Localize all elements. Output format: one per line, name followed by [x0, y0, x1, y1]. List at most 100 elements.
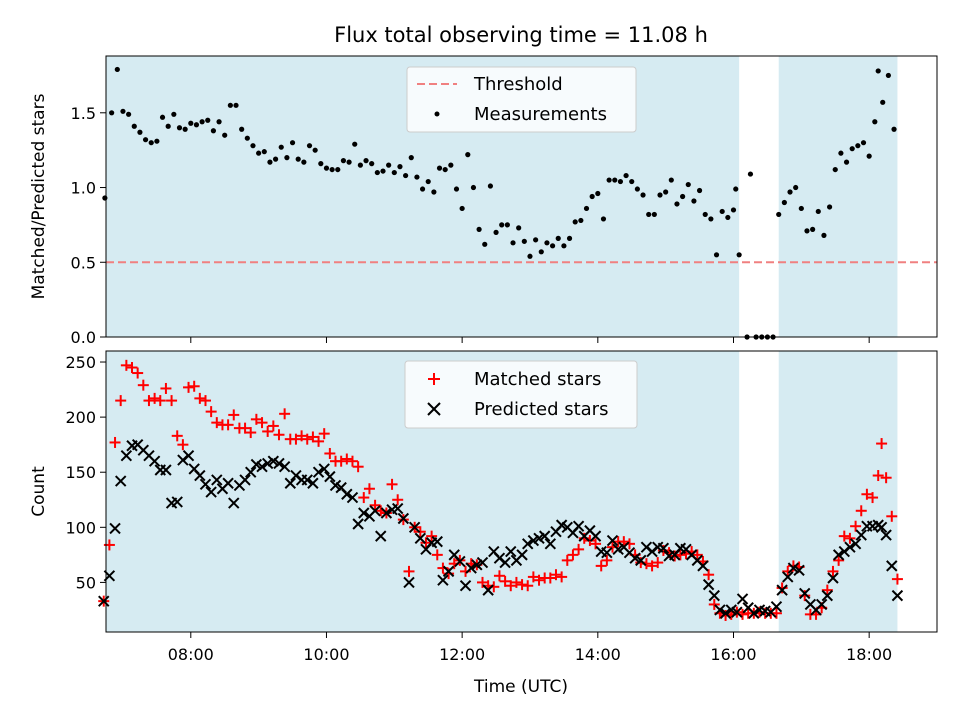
measurement-point	[239, 126, 245, 132]
matched-star-point	[652, 557, 664, 569]
measurement-point	[210, 128, 217, 134]
measurement-point	[521, 238, 527, 244]
predicted-star-point	[589, 530, 602, 542]
measurement-point	[318, 161, 324, 167]
measurement-point	[278, 144, 284, 150]
matched-star-point	[601, 554, 613, 566]
ratio-x-ticks	[190, 337, 870, 343]
matched-star-point	[708, 598, 720, 610]
measurement-point	[781, 199, 787, 206]
predicted-star-point	[476, 556, 489, 569]
measurement-point	[442, 166, 448, 173]
predicted-star-point	[109, 522, 121, 535]
matched-star-point	[194, 392, 206, 404]
predicted-star-point	[318, 463, 330, 475]
predicted-star-point	[827, 572, 839, 584]
matched-star-point	[443, 568, 455, 580]
measurement-point	[776, 211, 782, 218]
measurement-point	[120, 108, 126, 114]
measurement-point	[538, 249, 544, 255]
predicted-star-point	[799, 587, 811, 600]
measurement-point	[102, 195, 108, 201]
predicted-star-point	[855, 529, 867, 541]
measurement-point	[289, 140, 296, 146]
matched-star-point	[279, 408, 291, 420]
measurement-point	[583, 205, 590, 212]
measurement-point	[363, 158, 369, 164]
predicted-star-point	[171, 496, 183, 508]
matched-star-point	[115, 395, 127, 407]
predicted-star-point	[708, 589, 720, 602]
measurement-point	[205, 117, 211, 123]
predicted-star-point	[431, 535, 443, 548]
matched-star-point	[787, 560, 799, 572]
matched-star-point	[392, 494, 404, 506]
matched-star-point	[324, 447, 336, 459]
measurement-point	[875, 68, 881, 74]
predicted-star-point	[352, 518, 364, 530]
predicted-star-point	[114, 475, 127, 487]
measurement-point	[154, 138, 160, 144]
matched-star-point	[544, 572, 556, 584]
measurement-point	[516, 225, 522, 231]
predicted-star-point	[397, 512, 410, 525]
measurement-point	[142, 137, 149, 143]
predicted-star-point	[844, 541, 856, 553]
measurement-point	[329, 166, 335, 173]
matched-star-point	[352, 461, 364, 473]
matched-star-point	[855, 505, 867, 517]
predicted-star-point	[849, 538, 862, 550]
measurement-point	[843, 159, 850, 165]
measurement-point	[821, 232, 827, 238]
measurement-point	[544, 240, 550, 246]
count-y-axis: 50 100 150 200 250	[65, 353, 106, 592]
predicted-star-point	[278, 460, 291, 473]
predicted-star-point	[635, 554, 647, 567]
matched-star-point	[369, 499, 381, 511]
chart-title: Flux total observing time = 11.08 h	[334, 23, 708, 47]
measurement-point	[860, 140, 867, 146]
matched-star-point	[188, 380, 200, 392]
measurement-point	[465, 152, 471, 158]
matched-star-point	[307, 431, 319, 443]
measurement-point	[849, 146, 855, 152]
matched-star-point	[171, 430, 183, 442]
ratio-legend-box	[406, 66, 637, 133]
predicted-star-point	[98, 595, 110, 607]
measurement-point	[815, 208, 821, 215]
predicted-star-point	[256, 460, 268, 473]
predicted-star-point	[538, 530, 551, 542]
matched-star-point	[505, 580, 517, 592]
predicted-star-point	[736, 593, 749, 605]
matched-star-point	[827, 565, 839, 577]
count-legend: Matched stars Predicted stars	[404, 360, 638, 429]
predicted-star-point	[702, 578, 715, 591]
observing-window-2	[778, 56, 898, 337]
matched-star-point	[799, 590, 811, 602]
matched-star-point	[891, 573, 903, 585]
predicted-star-point	[211, 474, 223, 486]
measurement-point	[691, 198, 697, 204]
matched-star-point	[414, 526, 426, 538]
matched-star-point	[250, 413, 262, 425]
count-panel: 50 100 150 200 250 08:00 10:00 12:00 14:00 16:00…	[29, 350, 938, 697]
predicted-star-point	[832, 549, 845, 561]
measurement-point	[674, 201, 680, 207]
measurement-point	[493, 229, 499, 235]
matched-star-point	[358, 492, 370, 504]
matched-star-point	[132, 367, 144, 379]
measurement-point	[482, 241, 488, 247]
measurement-points	[102, 66, 897, 340]
predicted-star-point	[572, 520, 585, 532]
measurement-point	[702, 211, 708, 218]
matched-star-point	[476, 576, 488, 588]
matched-star-point	[143, 395, 155, 407]
count-y-tick-label: 100	[65, 518, 96, 537]
measurement-point	[425, 178, 431, 185]
measurement-point	[798, 205, 804, 212]
measurement-point	[646, 211, 652, 218]
predicted-star-point	[821, 589, 834, 602]
matched-star-point	[595, 560, 607, 572]
predicted-star-point	[437, 574, 449, 586]
